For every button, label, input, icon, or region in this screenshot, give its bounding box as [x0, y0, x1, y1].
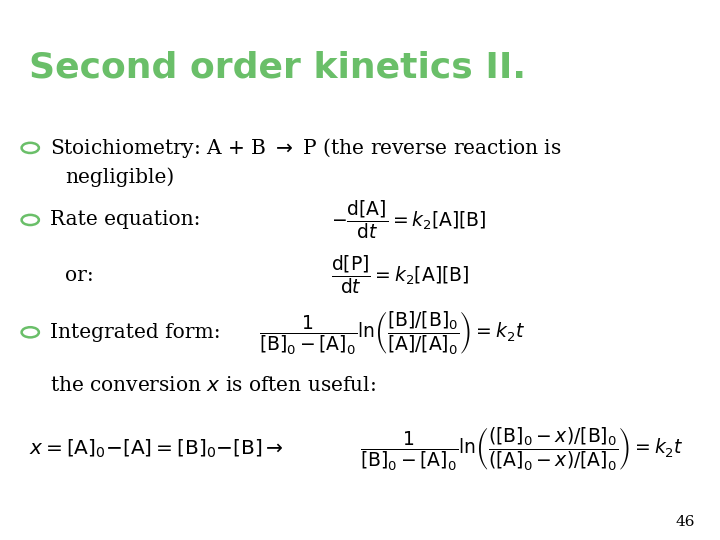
Text: $\dfrac{1}{[\mathrm{B}]_0 - [\mathrm{A}]_0}\ln\!\left(\dfrac{([\mathrm{B}]_0 - x: $\dfrac{1}{[\mathrm{B}]_0 - [\mathrm{A}]… [360, 426, 684, 472]
Text: Second order kinetics II.: Second order kinetics II. [29, 50, 526, 84]
Text: $x = [\mathrm{A}]_0{-}[\mathrm{A}] = [\mathrm{B}]_0{-}[\mathrm{B}] \rightarrow$: $x = [\mathrm{A}]_0{-}[\mathrm{A}] = [\m… [29, 438, 284, 460]
Text: $\dfrac{\mathrm{d[P]}}{\mathrm{d}t} = k_2\mathrm{[A][B]}$: $\dfrac{\mathrm{d[P]}}{\mathrm{d}t} = k_… [331, 254, 469, 296]
Text: $\dfrac{1}{[\mathrm{B}]_0 - [\mathrm{A}]_0}\ln\!\left(\dfrac{[\mathrm{B}]/[\math: $\dfrac{1}{[\mathrm{B}]_0 - [\mathrm{A}]… [259, 309, 525, 356]
Text: Stoichiometry: A + B $\rightarrow$ P (the reverse reaction is: Stoichiometry: A + B $\rightarrow$ P (th… [50, 136, 562, 160]
Text: $-\dfrac{\mathrm{d[A]}}{\mathrm{d}t} = k_2\mathrm{[A][B]}$: $-\dfrac{\mathrm{d[A]}}{\mathrm{d}t} = k… [331, 199, 487, 241]
Text: Rate equation:: Rate equation: [50, 211, 201, 229]
Text: the conversion $x$ is often useful:: the conversion $x$ is often useful: [50, 376, 377, 395]
Text: negligible): negligible) [65, 168, 174, 187]
Text: or:: or: [65, 266, 94, 285]
Text: 46: 46 [675, 515, 695, 529]
Text: Integrated form:: Integrated form: [50, 323, 221, 342]
